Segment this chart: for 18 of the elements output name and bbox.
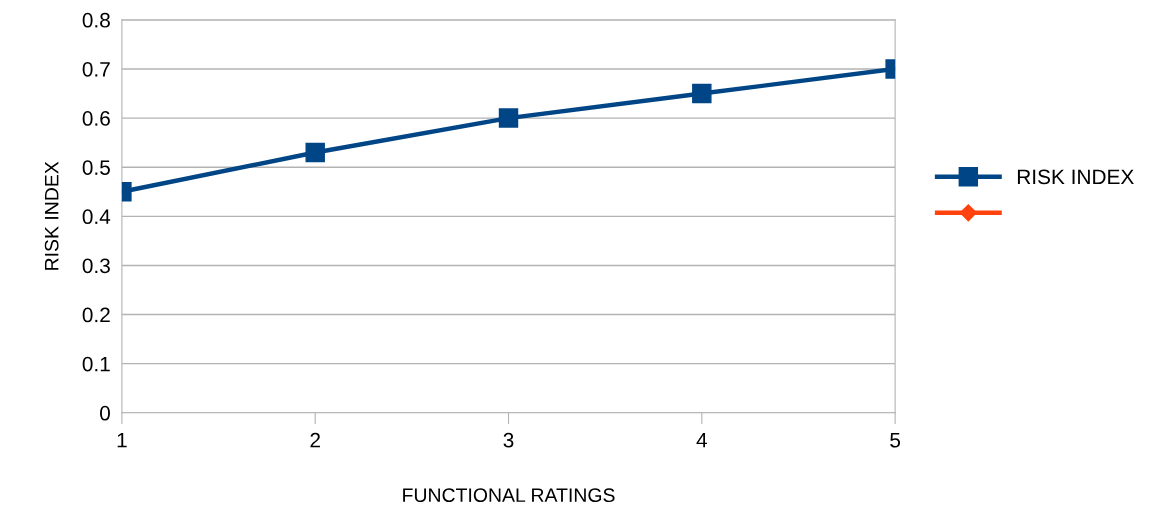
x-tick-label: 2 [310,432,320,448]
y-axis-title: RISK INDEX [44,161,59,270]
x-tick-label: 4 [696,433,708,448]
x-axis-title: FUNCTIONAL RATINGS [403,488,615,503]
y-tick-label: 0.6 [82,111,110,126]
y-tick-label: 0.5 [82,160,110,175]
y-tick-label: 0.1 [82,356,110,372]
x-tick-label: 3 [503,432,514,448]
legend-label: RISK INDEX [1017,169,1134,185]
x-tick-label: 5 [890,433,901,448]
y-tick-label: 0.2 [82,307,110,323]
y-tick-label: 0 [100,405,110,421]
y-tick-label: 0.3 [82,258,110,274]
x-tick-label: 1 [117,433,127,448]
y-tick-label: 0.7 [82,61,110,77]
y-tick-label: 0.4 [82,209,111,225]
point [498,108,519,128]
y-tick-label: 0.8 [82,12,110,28]
